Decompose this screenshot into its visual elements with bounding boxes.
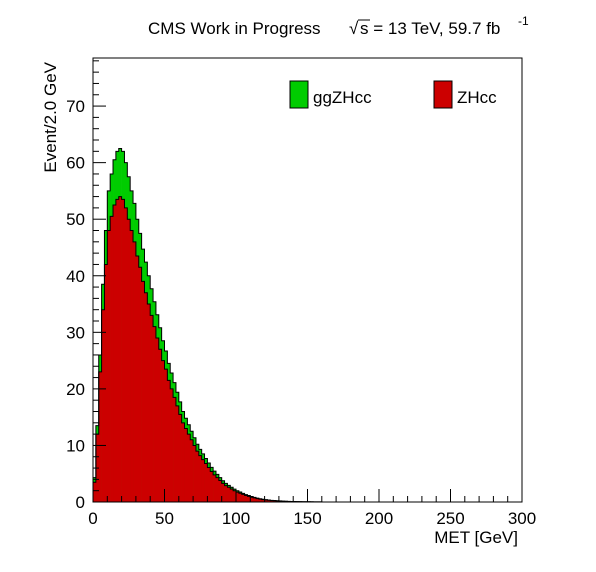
bar-zhcc — [241, 494, 245, 502]
bar-zhcc — [175, 405, 180, 502]
legend: ggZHcc ZHcc — [289, 80, 497, 109]
y-tick-label: 30 — [66, 323, 85, 342]
legend-swatch-ggzhcc — [289, 80, 309, 109]
y-tick-label: 70 — [66, 97, 85, 116]
bar-zhcc — [144, 292, 148, 502]
bar-zhcc — [141, 281, 145, 502]
bar-zhcc — [204, 463, 208, 502]
bar-zhcc — [258, 499, 263, 502]
bar-zhcc — [161, 360, 165, 502]
bar-zhcc — [155, 337, 160, 502]
legend-label-ggzhcc: ggZHcc — [313, 88, 372, 107]
x-tick-label: 50 — [155, 509, 174, 528]
bar-zhcc — [158, 349, 162, 502]
bar-zhcc — [221, 483, 225, 502]
bar-zhcc — [113, 205, 117, 503]
y-tick-label: 50 — [66, 210, 85, 229]
x-tick-label: 100 — [222, 509, 250, 528]
bar-zhcc — [115, 199, 120, 502]
bar-zhcc — [238, 493, 243, 502]
bar-zhcc — [195, 451, 200, 502]
bar-zhcc — [213, 474, 217, 502]
y-tick-label: 60 — [66, 154, 85, 173]
bar-zhcc — [150, 315, 154, 502]
y-tick-label: 40 — [66, 267, 85, 286]
bar-zhcc — [181, 422, 185, 502]
bar-zhcc — [135, 255, 140, 502]
zhcc-outline — [92, 196, 323, 503]
y-axis-label: Event/2.0 GeV — [41, 61, 60, 172]
bar-zhcc — [147, 304, 151, 502]
bar-zhcc — [101, 309, 105, 502]
bar-zhcc — [170, 388, 174, 502]
bar-zhcc — [187, 434, 191, 502]
bar-zhcc — [193, 445, 197, 502]
x-tick-label: 300 — [508, 509, 536, 528]
y-axis-ticks: 0 10 20 30 40 50 60 70 — [66, 60, 106, 512]
bar-zhcc — [250, 497, 254, 502]
x-axis-ticks: 0 50 100 150 200 250 300 — [88, 489, 536, 528]
energy-lumi-label: s = 13 TeV, 59.7 fb — [360, 19, 500, 38]
bar-zhcc — [215, 477, 220, 502]
bar-zhcc — [210, 471, 214, 502]
bar-zhcc — [121, 199, 125, 502]
bar-zhcc — [227, 487, 231, 502]
bar-zhcc — [138, 267, 142, 502]
bar-zhcc — [276, 500, 280, 502]
x-tick-label: 200 — [365, 509, 393, 528]
x-tick-label: 250 — [436, 509, 464, 528]
x-tick-label: 0 — [88, 509, 97, 528]
x-tick-label: 150 — [293, 509, 321, 528]
bar-zhcc — [104, 264, 108, 502]
bar-zhcc — [173, 397, 177, 502]
lumi-exponent: -1 — [518, 14, 529, 28]
bar-zhcc — [190, 439, 194, 502]
bar-zhcc — [273, 500, 277, 502]
bar-zhcc — [124, 207, 128, 502]
bar-zhcc — [153, 326, 157, 502]
bar-zhcc — [218, 480, 222, 502]
y-tick-label: 20 — [66, 380, 85, 399]
bar-zhcc — [233, 490, 237, 502]
bar-zhcc — [118, 196, 122, 502]
bar-zhcc — [244, 495, 248, 502]
bar-zhcc — [253, 497, 257, 502]
y-tick-label: 10 — [66, 436, 85, 455]
bar-zhcc — [224, 485, 228, 502]
bar-zhcc — [167, 380, 171, 502]
bar-zhcc — [184, 428, 188, 502]
sqrt-symbol: √ — [349, 19, 359, 38]
bar-zhcc — [164, 369, 168, 502]
bar-zhcc — [247, 496, 251, 502]
legend-swatch-zhcc — [433, 80, 453, 109]
bar-zhcc — [207, 467, 211, 502]
bar-zhcc — [98, 371, 102, 502]
y-tick-label: 0 — [76, 493, 85, 512]
bar-zhcc — [236, 492, 240, 502]
x-axis-label: MET [GeV] — [434, 528, 518, 547]
chart-title: CMS Work in Progress — [148, 19, 321, 38]
bar-zhcc — [107, 230, 111, 502]
bar-zhcc — [267, 500, 271, 502]
bar-zhcc — [127, 219, 131, 502]
bar-zhcc — [130, 230, 134, 502]
bar-zhcc — [270, 500, 274, 502]
bar-zhcc — [110, 216, 114, 502]
legend-label-zhcc: ZHcc — [457, 88, 497, 107]
bar-zhcc — [93, 482, 97, 502]
histogram-bars-zhcc — [93, 196, 323, 503]
bar-zhcc — [201, 459, 205, 502]
bar-zhcc — [230, 488, 234, 502]
bar-zhcc — [198, 455, 202, 502]
bar-zhcc — [133, 241, 137, 502]
bar-zhcc — [261, 499, 265, 502]
bar-zhcc — [256, 498, 260, 502]
bar-zhcc — [264, 500, 268, 502]
bar-zhcc — [178, 414, 182, 502]
